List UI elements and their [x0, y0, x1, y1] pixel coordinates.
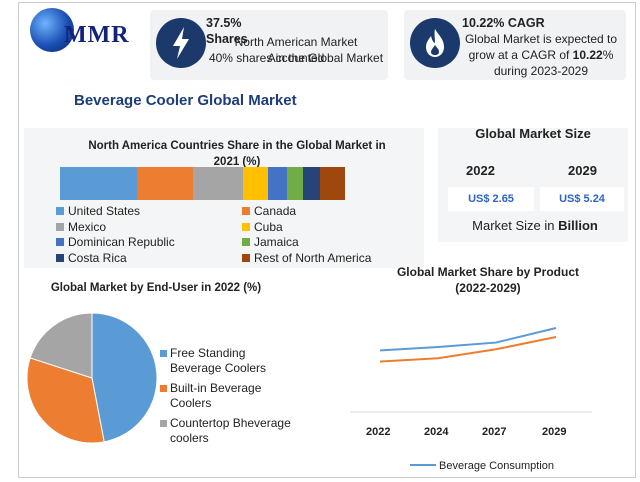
- na-legend-item: Rest of North America: [242, 251, 371, 265]
- shares-headline: 37.5% Shares: [206, 16, 248, 46]
- product-line-chart: [350, 327, 592, 413]
- line-series-1: [379, 335, 557, 363]
- na-legend-item: Canada: [242, 204, 296, 218]
- na-bar-segment-7: [320, 167, 345, 200]
- legend-swatch: [160, 350, 167, 357]
- na-chart-title: North America Countries Share in the Glo…: [88, 140, 386, 168]
- year-2029-label: 2029: [568, 163, 597, 178]
- legend-swatch: [56, 238, 64, 246]
- legend-label: Rest of North America: [254, 250, 372, 265]
- na-legend-item: Cuba: [242, 220, 283, 234]
- legend-swatch: [242, 222, 250, 231]
- na-legend-item: Dominican Republic: [56, 235, 175, 249]
- legend-label: Dominican Republic: [68, 235, 175, 249]
- line-legend-swatch: [410, 464, 436, 466]
- value-2029: US$ 5.24: [540, 187, 624, 211]
- line-series-0: [379, 327, 557, 352]
- x-tick-label: 2029: [542, 426, 567, 438]
- pie-legend-item: Free Standing Beverage Coolers: [160, 346, 267, 376]
- legend-label: Jamaica: [254, 235, 299, 249]
- brand-name: MMR: [64, 22, 130, 48]
- na-bar-segment-0: [60, 167, 138, 200]
- legend-label: Canada: [254, 204, 297, 218]
- legend-label: Mexico: [68, 219, 107, 234]
- na-bar-segment-1: [137, 167, 193, 200]
- legend-swatch: [160, 385, 167, 392]
- legend-label-line: Free Standing: [170, 346, 246, 360]
- na-legend-item: Mexico: [56, 220, 106, 234]
- globe-icon: [30, 8, 74, 52]
- x-tick-label: 2024: [424, 426, 449, 438]
- value-2022: US$ 2.65: [448, 187, 534, 211]
- legend-label-line: Coolers: [170, 396, 212, 410]
- na-bar-segment-6: [303, 167, 321, 200]
- pie-slice-1: [26, 357, 105, 444]
- shares-line2: 40% shares in the Global Market: [208, 51, 384, 65]
- brand-logo: MMR: [24, 6, 144, 56]
- pie-legend-item: Countertop Bheverage coolers: [160, 416, 291, 446]
- shares-line1: North American Market Accounted: [234, 35, 358, 65]
- flame-icon: [410, 18, 460, 68]
- end-user-pie-chart: [26, 312, 158, 444]
- legend-swatch: [56, 222, 64, 231]
- x-tick-label: 2027: [482, 426, 507, 438]
- cagr-line1: Global Market is expected to: [464, 32, 618, 46]
- legend-label-line: Countertop Bheverage: [170, 416, 291, 430]
- legend-label-line: Beverage Coolers: [170, 361, 267, 375]
- na-legend-item: Costa Rica: [56, 251, 127, 265]
- legend-label: Cuba: [254, 219, 283, 234]
- line-chart-title: Global Market Share by Product (2022-202…: [396, 265, 580, 295]
- cagr-line2: grow at a CAGR of 10.22%: [468, 48, 614, 62]
- pie-slice-0: [91, 312, 158, 443]
- na-bar-segment-3: [242, 167, 268, 200]
- pie-slice-2: [29, 312, 93, 379]
- na-bar-segment-5: [286, 167, 304, 200]
- market-size-caption: Market Size in Billion: [472, 218, 598, 233]
- legend-label-line: coolers: [170, 431, 209, 445]
- pie-chart-title: Global Market by End-User in 2022 (%): [50, 282, 262, 294]
- cagr-headline: 10.22% CAGR: [462, 16, 545, 30]
- legend-label: United States: [68, 204, 141, 218]
- legend-swatch: [160, 420, 167, 427]
- pie-legend-item: Built-in Beverage Coolers: [160, 381, 262, 411]
- na-legend-item: United States: [56, 204, 140, 218]
- cagr-line3: during 2023-2029: [493, 64, 589, 78]
- legend-label-line: Built-in Beverage: [170, 381, 262, 395]
- legend-swatch: [56, 207, 64, 215]
- x-tick-label: 2022: [366, 426, 391, 438]
- na-bar-segment-2: [192, 167, 243, 200]
- legend-swatch: [242, 238, 250, 246]
- market-size-panel: [438, 128, 628, 242]
- legend-swatch: [56, 253, 64, 262]
- legend-label: Costa Rica: [68, 250, 127, 265]
- lightning-icon: [156, 18, 206, 68]
- market-size-title: Global Market Size: [475, 126, 591, 141]
- year-2022-label: 2022: [466, 163, 495, 178]
- legend-swatch: [242, 253, 250, 262]
- na-legend-item: Jamaica: [242, 235, 299, 249]
- page-title: Beverage Cooler Global Market: [74, 92, 297, 109]
- line-legend-label: Beverage Consumption: [439, 460, 554, 472]
- line-legend: Beverage Consumption: [410, 460, 554, 472]
- na-bar-segment-4: [267, 167, 287, 200]
- legend-swatch: [242, 207, 250, 215]
